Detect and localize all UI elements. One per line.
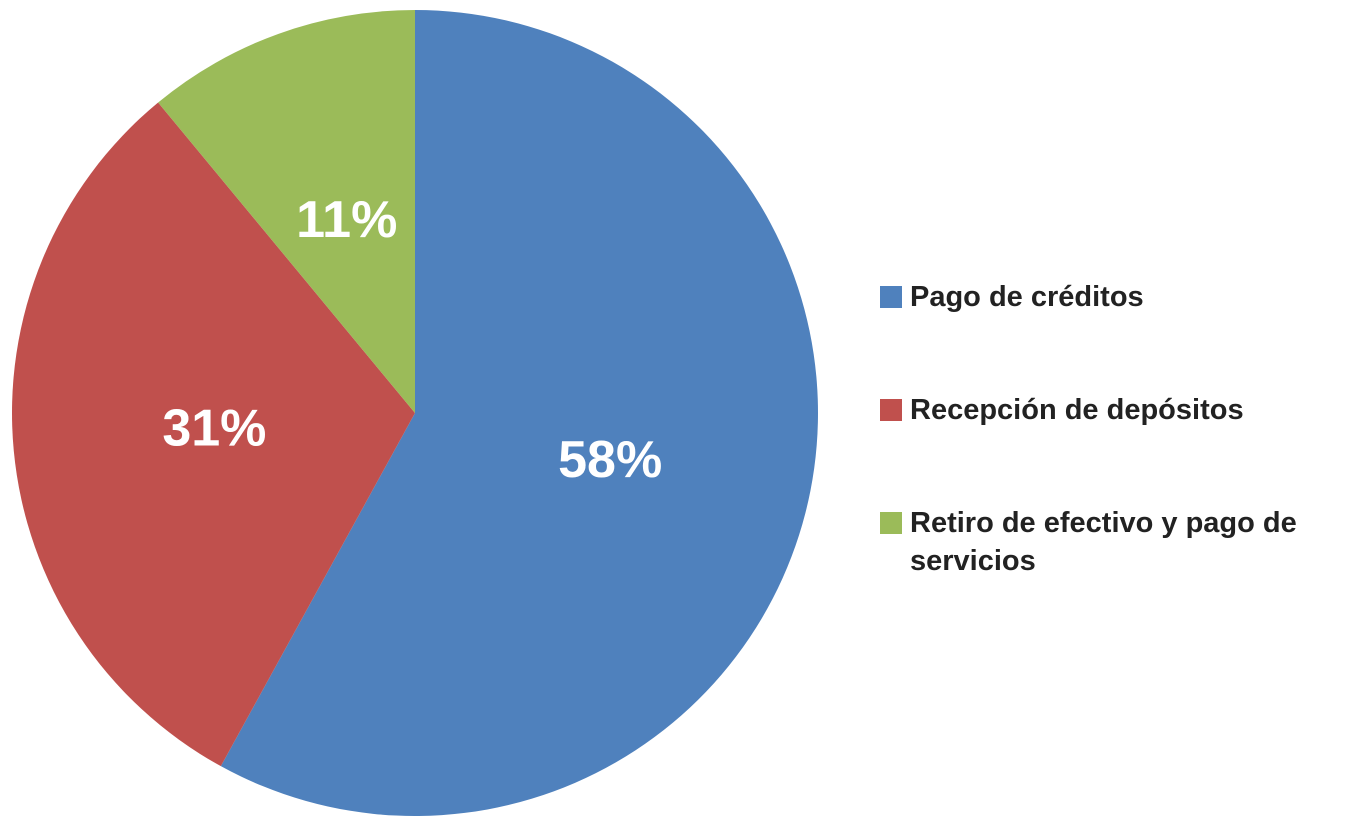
pie-slice [158, 10, 415, 413]
legend-swatch [880, 512, 902, 534]
legend-item: Pago de créditos [880, 278, 1350, 316]
data-label: 31% [162, 400, 266, 458]
data-label: 11% [296, 191, 397, 249]
legend-label: Retiro de efectivo y pago de servicios [910, 507, 1297, 577]
legend-label: Recepción de depósitos [910, 394, 1244, 426]
legend-swatch [880, 399, 902, 421]
pie-chart: 58% 31% 11% [11, 10, 818, 816]
pie-slice [220, 10, 818, 816]
legend-item: Retiro de efectivo y pago de servicios [880, 504, 1350, 580]
legend-label: Pago de créditos [910, 281, 1144, 313]
pie-slice [11, 102, 415, 767]
legend-item: Recepción de depósitos [880, 391, 1350, 429]
legend-swatch [880, 286, 902, 308]
data-label: 58% [558, 431, 662, 489]
